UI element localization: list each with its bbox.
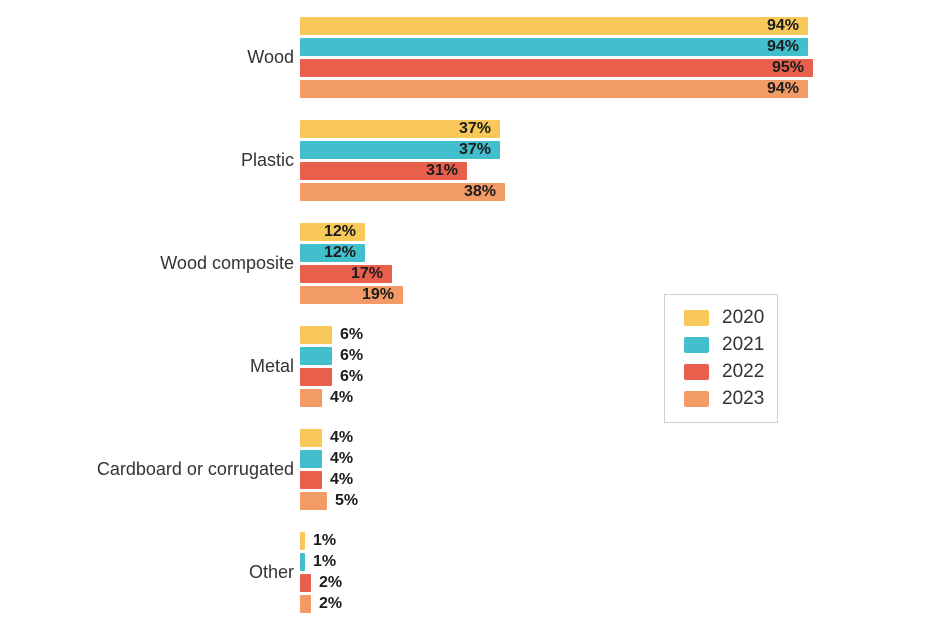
category-label: Other — [248, 562, 294, 582]
bar-value-label: 94% — [766, 17, 799, 34]
bar — [300, 120, 500, 138]
legend: 2020 2021 2022 2023 — [664, 294, 778, 423]
bar-value-label: 6% — [340, 347, 364, 364]
bar — [300, 183, 505, 201]
bar-value-label: 19% — [361, 286, 394, 303]
bar — [300, 595, 311, 613]
category-label: Plastic — [240, 150, 294, 170]
bar-value-label: 6% — [340, 326, 364, 343]
legend-swatch-2022 — [684, 364, 709, 380]
bar — [300, 450, 322, 468]
bar — [300, 368, 332, 386]
bar — [300, 162, 467, 180]
bar — [300, 532, 305, 550]
bar — [300, 141, 500, 159]
legend-label: 2020 — [722, 307, 765, 328]
bar-value-label: 2% — [319, 574, 343, 591]
bar-value-label: 37% — [458, 141, 491, 158]
bar — [300, 574, 311, 592]
bar — [300, 471, 322, 489]
bar-value-label: 2% — [319, 595, 343, 612]
legend-item: 2022 — [684, 361, 777, 382]
bar — [300, 223, 365, 241]
bar-value-label: 4% — [330, 389, 354, 406]
category-label: Cardboard or corrugated — [96, 459, 294, 479]
legend-label: 2022 — [722, 361, 765, 382]
bar — [300, 286, 403, 304]
legend-label: 2023 — [722, 388, 765, 409]
bar-value-label: 37% — [458, 120, 491, 137]
bar-value-label: 5% — [335, 492, 359, 509]
legend-swatch-2020 — [684, 310, 709, 326]
bar-value-label: 95% — [771, 59, 804, 76]
bar-value-label: 6% — [340, 368, 364, 385]
bar-value-label: 12% — [323, 244, 356, 261]
bar — [300, 59, 813, 77]
bar — [300, 347, 332, 365]
category-label: Metal — [249, 356, 294, 376]
category-label: Wood composite — [160, 253, 294, 273]
legend-swatch-2021 — [684, 337, 709, 353]
bar — [300, 326, 332, 344]
bar-value-label: 38% — [463, 183, 496, 200]
bar-value-label: 4% — [330, 450, 354, 467]
bar — [300, 429, 322, 447]
bar — [300, 265, 392, 283]
bar-value-label: 4% — [330, 429, 354, 446]
legend-item: 2023 — [684, 388, 777, 409]
bar — [300, 80, 808, 98]
legend-item: 2020 — [684, 307, 777, 328]
bar — [300, 389, 322, 407]
bar-value-label: 4% — [330, 471, 354, 488]
bar — [300, 553, 305, 571]
category-label: Wood — [247, 47, 294, 67]
bar — [300, 17, 808, 35]
bar-value-label: 94% — [766, 38, 799, 55]
bar — [300, 492, 327, 510]
legend-swatch-2023 — [684, 391, 709, 407]
bar-value-label: 17% — [350, 265, 383, 282]
bar-value-label: 12% — [323, 223, 356, 240]
bar-value-label: 1% — [313, 532, 337, 549]
bar — [300, 38, 808, 56]
legend-item: 2021 — [684, 334, 777, 355]
bar-value-label: 1% — [313, 553, 337, 570]
legend-label: 2021 — [722, 334, 765, 355]
bar-value-label: 31% — [425, 162, 458, 179]
bar — [300, 244, 365, 262]
bar-value-label: 94% — [766, 80, 799, 97]
